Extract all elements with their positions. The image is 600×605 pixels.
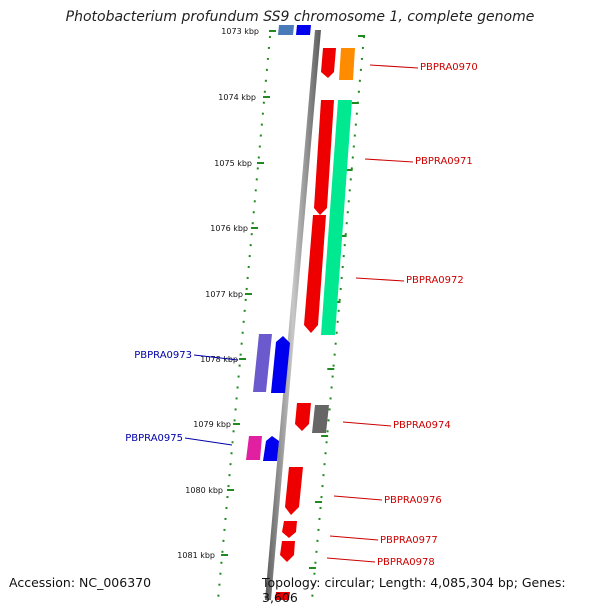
gene-label-pbpra0978[interactable]: PBPRA0978: [377, 557, 435, 568]
gene-leader-line: [355, 277, 405, 282]
chromosome-backbone: [265, 30, 321, 600]
accession-text: Accession: NC_006370: [9, 575, 152, 590]
feature-top-partial: [278, 25, 311, 35]
feature-block-pbpra0975: [246, 436, 279, 461]
kbp-tick-labels: 1073 kbp 1074 kbp 1075 kbp 1076 kbp 1077 kbp…: [177, 27, 259, 560]
gene-label-pbpra0975[interactable]: PBPRA0975: [125, 433, 183, 444]
gene-leader-line: [184, 437, 233, 446]
kbp-tick-label: 1075 kbp: [214, 159, 252, 168]
gene-leader-line: [326, 557, 376, 563]
gene-label-pbpra0972[interactable]: PBPRA0972: [406, 275, 464, 286]
kbp-tick-label: 1074 kbp: [218, 93, 256, 102]
gene-leader-line: [364, 158, 414, 163]
gene-label-pbpra0971[interactable]: PBPRA0971: [415, 156, 473, 167]
gene-leader-line: [329, 535, 379, 541]
gene-label-pbpra0977[interactable]: PBPRA0977: [380, 535, 438, 546]
feature-block-pbpra0973: [253, 334, 290, 393]
feature-block-pbpra0976-0978: [275, 467, 303, 600]
topology-text: Topology: circular; Length: 4,085,304 bp…: [262, 575, 566, 605]
gene-labels[interactable]: PBPRA0970 PBPRA0971 PBPRA0972 PBPRA0973 PBPR…: [125, 62, 478, 568]
gene-label-pbpra0976[interactable]: PBPRA0976: [384, 495, 442, 506]
gene-label-pbpra0974[interactable]: PBPRA0974: [393, 420, 451, 431]
gene-leader-line: [342, 421, 392, 427]
gene-leader-line: [333, 495, 383, 501]
kbp-tick-label: 1077 kbp: [205, 290, 243, 299]
kbp-tick-label: 1073 kbp: [221, 27, 259, 36]
feature-block-pbpra0971-0972: [304, 100, 352, 335]
gene-label-pbpra0973[interactable]: PBPRA0973: [134, 350, 192, 361]
feature-block-pbpra0974: [295, 403, 329, 433]
kbp-tick-label: 1080 kbp: [185, 486, 223, 495]
map-title: Photobacterium profundum SS9 chromosome …: [65, 9, 535, 25]
kbp-tick-label: 1078 kbp: [200, 355, 238, 364]
gene-label-pbpra0970[interactable]: PBPRA0970: [420, 62, 478, 73]
gene-leader-line: [369, 64, 419, 69]
kbp-tick-label: 1081 kbp: [177, 551, 215, 560]
kbp-tick-label: 1079 kbp: [193, 420, 231, 429]
inner-dotted-guide: [217, 35, 271, 600]
gene-leader-line: [193, 354, 239, 361]
feature-block-pbpra0970: [321, 48, 355, 80]
kbp-tick-label: 1076 kbp: [210, 224, 248, 233]
